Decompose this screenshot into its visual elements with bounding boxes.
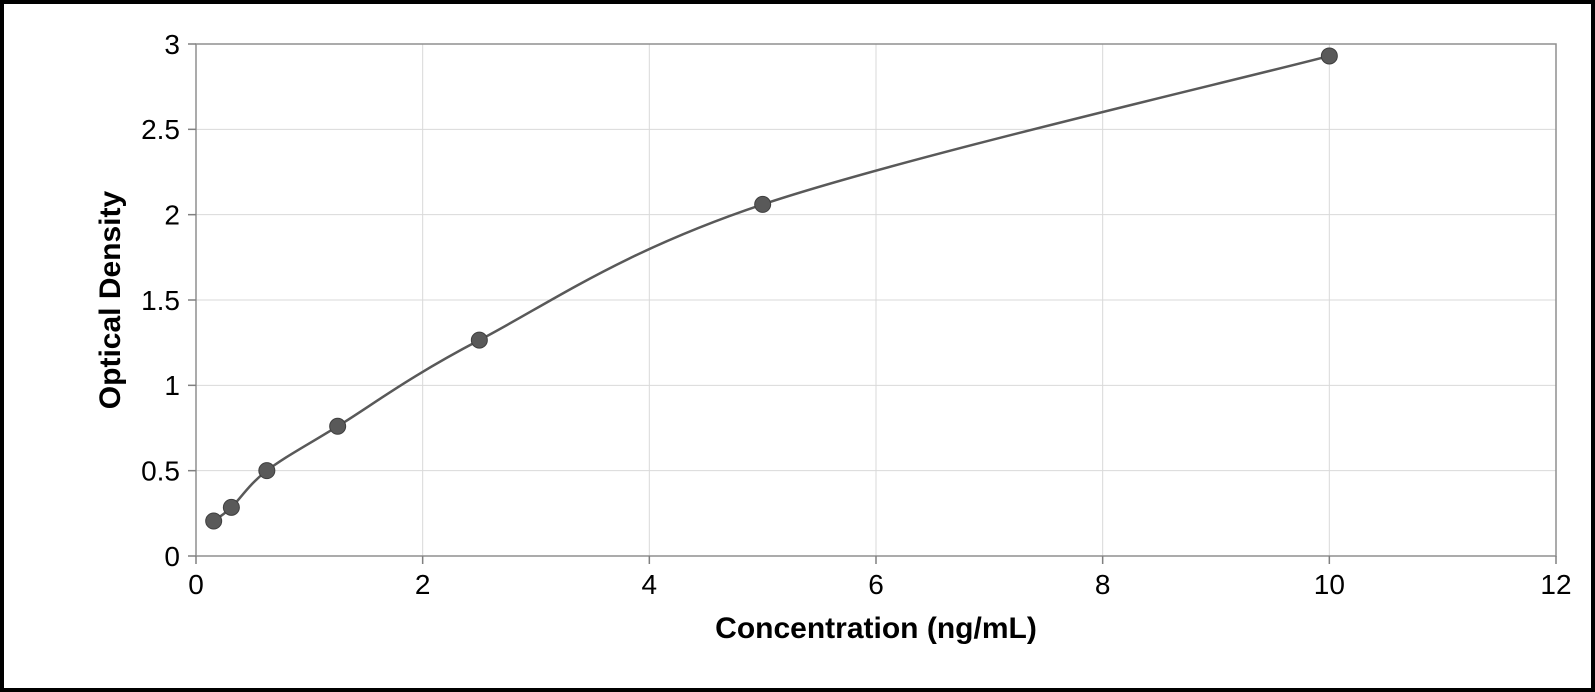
data-point xyxy=(206,513,222,529)
y-tick-label: 3 xyxy=(164,29,180,60)
x-tick-label: 0 xyxy=(188,569,204,600)
data-point xyxy=(755,196,771,212)
y-axis-title: Optical Density xyxy=(94,190,127,409)
y-tick-label: 0 xyxy=(164,541,180,572)
y-tick-label: 0.5 xyxy=(141,455,180,486)
y-tick-label: 1.5 xyxy=(141,285,180,316)
data-point xyxy=(259,463,275,479)
y-tick-label: 2.5 xyxy=(141,114,180,145)
data-point xyxy=(330,418,346,434)
data-point xyxy=(223,499,239,515)
x-tick-label: 2 xyxy=(415,569,431,600)
x-tick-label: 6 xyxy=(868,569,884,600)
x-axis-title: Concentration (ng/mL) xyxy=(715,612,1037,645)
chart-svg: 0 2 4 6 8 10 12 0 0.5 1 1.5 2 2.5 3 Concentration (ng/… xyxy=(16,14,1586,678)
x-tick-label: 10 xyxy=(1314,569,1345,600)
y-tick-label: 2 xyxy=(164,199,180,230)
y-tick-label: 1 xyxy=(164,370,180,401)
x-tick-label: 4 xyxy=(642,569,658,600)
chart-outer-border: 0 2 4 6 8 10 12 0 0.5 1 1.5 2 2.5 3 Concentration (ng/… xyxy=(0,0,1595,692)
x-tick-label: 12 xyxy=(1540,569,1571,600)
data-point xyxy=(471,332,487,348)
chart-container: 0 2 4 6 8 10 12 0 0.5 1 1.5 2 2.5 3 Concentration (ng/… xyxy=(16,14,1579,678)
x-tick-label: 8 xyxy=(1095,569,1111,600)
data-point xyxy=(1321,48,1337,64)
